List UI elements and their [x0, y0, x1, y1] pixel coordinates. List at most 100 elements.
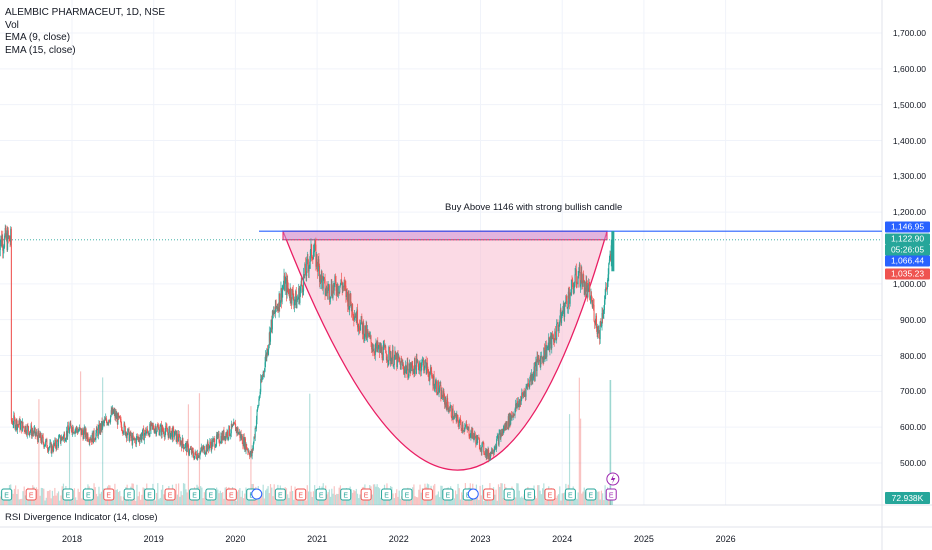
candle-body [377, 347, 379, 350]
earnings-marker[interactable]: E [205, 488, 217, 501]
candle-body [417, 361, 419, 363]
candle-body [30, 425, 32, 432]
earnings-marker[interactable]: E [340, 488, 352, 501]
candle-body [468, 427, 470, 437]
earnings-marker[interactable]: E [585, 488, 597, 501]
candle-body [58, 438, 60, 447]
volume-bar [45, 497, 47, 505]
volume-bar [500, 483, 502, 505]
candle-body [425, 359, 427, 374]
rsi-indicator-label[interactable]: RSI Divergence Indicator (14, close) [5, 512, 158, 523]
earnings-marker[interactable]: E [544, 488, 556, 501]
candle-body [598, 330, 600, 334]
ema9-indicator-label[interactable]: EMA (9, close) [5, 32, 71, 43]
candle-body [87, 434, 89, 441]
svg-text:E: E [384, 493, 389, 500]
earnings-marker[interactable]: E [564, 488, 576, 501]
earnings-marker[interactable]: E [503, 488, 515, 501]
candle-body [232, 425, 234, 428]
earnings-marker[interactable]: E [82, 488, 94, 501]
candle-body [366, 324, 368, 338]
earnings-marker[interactable]: E [62, 488, 74, 501]
earnings-marker[interactable]: E [524, 488, 536, 501]
candle-body [83, 427, 85, 431]
dividend-marker[interactable] [467, 488, 479, 500]
candle-body [596, 328, 598, 335]
candle-body [417, 361, 419, 367]
earnings-marker[interactable]: E [225, 488, 237, 501]
earnings-marker[interactable]: E [315, 488, 327, 501]
earnings-marker[interactable]: E [144, 488, 156, 501]
candle-body [17, 424, 19, 426]
candle-body [342, 286, 344, 290]
trade-annotation[interactable]: Buy Above 1146 with strong bullish candl… [445, 202, 623, 213]
candle-body [515, 403, 517, 410]
earnings-marker[interactable]: E [25, 488, 37, 501]
earnings-marker[interactable]: E [421, 488, 433, 501]
earnings-marker[interactable]: E [164, 488, 176, 501]
candle-body [512, 413, 514, 417]
symbol-title[interactable]: ALEMBIC PHARMACEUT, 1D, NSE [5, 7, 166, 18]
breakout-candle [611, 231, 615, 272]
candle-body [334, 276, 336, 284]
candle-body [546, 347, 548, 349]
volume-bar [186, 492, 188, 505]
earnings-marker[interactable]: E [103, 488, 115, 501]
candle-body [496, 439, 498, 449]
candle-body [228, 425, 230, 436]
candle-body [34, 427, 36, 436]
candle-body [565, 296, 567, 303]
earnings-marker[interactable]: E [605, 488, 617, 501]
earnings-marker[interactable]: E [360, 488, 372, 501]
earnings-marker[interactable]: E [401, 488, 413, 501]
candle-body [407, 376, 409, 378]
candle-body [68, 430, 70, 433]
earnings-marker[interactable]: E [483, 488, 495, 501]
candle-body [157, 426, 159, 428]
volume-bar [30, 498, 33, 505]
earnings-marker[interactable]: E [295, 488, 307, 501]
ema15-indicator-label[interactable]: EMA (15, close) [5, 44, 76, 56]
candle-body [527, 383, 529, 386]
candle-body [268, 332, 270, 345]
candle-body [302, 291, 304, 292]
candle-body [186, 443, 188, 453]
candle-body [86, 435, 88, 440]
volume-bar [181, 495, 183, 505]
candle-body [575, 269, 577, 275]
candle-body [379, 344, 381, 353]
volume-indicator-label[interactable]: Vol [5, 19, 19, 31]
candle-body [84, 429, 86, 438]
earnings-marker[interactable]: E [442, 488, 454, 501]
candle-body [121, 430, 123, 432]
candle-body [26, 433, 28, 435]
candle-body [558, 324, 560, 331]
candle-body [36, 432, 38, 437]
earnings-marker[interactable]: E [274, 488, 286, 501]
candle-body [463, 430, 465, 431]
candle-body [507, 428, 509, 429]
candle-body [75, 427, 77, 430]
candle-body [501, 432, 503, 436]
candle-body [469, 436, 471, 438]
svg-text:E: E [298, 493, 303, 500]
earnings-marker[interactable]: E [123, 488, 135, 501]
candle-body [242, 444, 244, 447]
candle-body [544, 354, 546, 360]
earnings-marker[interactable]: E [381, 488, 393, 501]
candle-body [190, 448, 192, 450]
dividend-marker[interactable] [251, 488, 263, 500]
earnings-marker[interactable]: E [189, 488, 201, 501]
candle-body [541, 356, 543, 360]
candle-body [535, 360, 537, 372]
volume-bar [157, 483, 159, 505]
earnings-marker[interactable]: E [1, 488, 13, 501]
candle-body [187, 444, 189, 454]
candle-body [318, 259, 320, 266]
candle-body [495, 446, 497, 449]
candle-body [277, 306, 279, 312]
candle-body [64, 440, 66, 442]
candle-body [323, 277, 325, 280]
